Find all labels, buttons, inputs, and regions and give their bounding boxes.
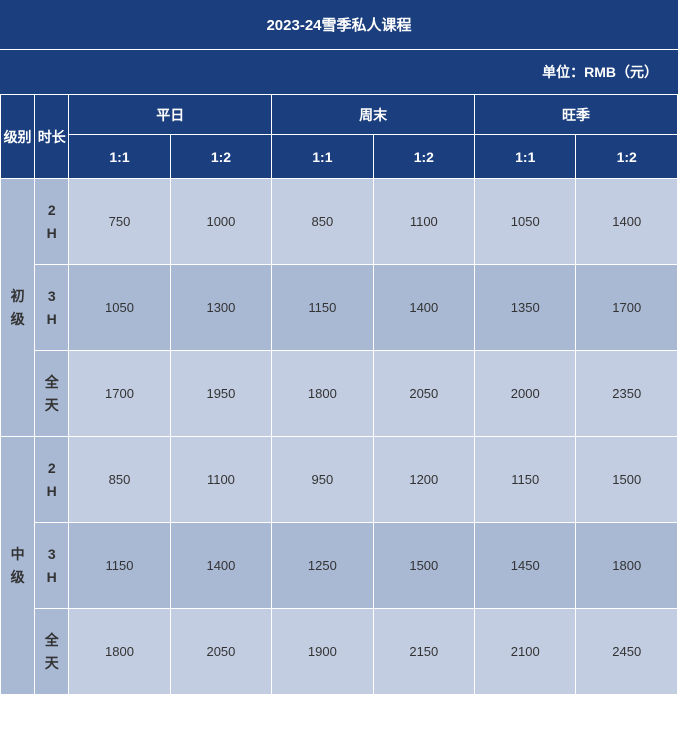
pricing-table: 级别 时长 平日 周末 旺季 1:1 1:2 1:1 1:2 1:1 1:2 初… xyxy=(0,94,678,695)
header-level: 级别 xyxy=(1,95,35,179)
price-cell: 1400 xyxy=(576,179,678,265)
table-row: 全 天180020501900215021002450 xyxy=(1,609,678,695)
level-label: 中 级 xyxy=(1,437,35,695)
price-cell: 1700 xyxy=(576,265,678,351)
pricing-table-container: 2023-24雪季私人课程 单位：RMB（元） 级别 时长 平日 周末 旺季 1… xyxy=(0,0,678,695)
table-body: 初 级2 H75010008501100105014003 H105013001… xyxy=(1,179,678,695)
header-ratio: 1:1 xyxy=(475,135,576,179)
price-cell: 1050 xyxy=(69,265,170,351)
header-period-peak: 旺季 xyxy=(475,95,678,135)
price-cell: 2350 xyxy=(576,351,678,437)
price-cell: 1400 xyxy=(373,265,474,351)
price-cell: 1700 xyxy=(69,351,170,437)
price-cell: 1150 xyxy=(475,437,576,523)
table-row: 3 H105013001150140013501700 xyxy=(1,265,678,351)
header-ratio: 1:2 xyxy=(373,135,474,179)
price-cell: 1450 xyxy=(475,523,576,609)
price-cell: 1250 xyxy=(272,523,373,609)
price-cell: 2450 xyxy=(576,609,678,695)
header-duration: 时长 xyxy=(35,95,69,179)
price-cell: 1050 xyxy=(475,179,576,265)
price-cell: 1150 xyxy=(69,523,170,609)
price-cell: 1950 xyxy=(170,351,271,437)
duration-label: 全 天 xyxy=(35,351,69,437)
duration-label: 全 天 xyxy=(35,609,69,695)
price-cell: 1500 xyxy=(576,437,678,523)
price-cell: 1400 xyxy=(170,523,271,609)
price-cell: 2050 xyxy=(170,609,271,695)
table-row: 3 H115014001250150014501800 xyxy=(1,523,678,609)
price-cell: 950 xyxy=(272,437,373,523)
price-cell: 1800 xyxy=(69,609,170,695)
price-cell: 2100 xyxy=(475,609,576,695)
price-cell: 850 xyxy=(272,179,373,265)
header-period-weekend: 周末 xyxy=(272,95,475,135)
header-ratio: 1:1 xyxy=(69,135,170,179)
price-cell: 750 xyxy=(69,179,170,265)
duration-label: 2 H xyxy=(35,437,69,523)
table-row: 全 天170019501800205020002350 xyxy=(1,351,678,437)
header-ratio: 1:2 xyxy=(576,135,678,179)
unit-label: 单位：RMB（元） xyxy=(0,50,678,94)
price-cell: 1350 xyxy=(475,265,576,351)
price-cell: 2000 xyxy=(475,351,576,437)
level-label: 初 级 xyxy=(1,179,35,437)
table-row: 初 级2 H7501000850110010501400 xyxy=(1,179,678,265)
price-cell: 1200 xyxy=(373,437,474,523)
price-cell: 1000 xyxy=(170,179,271,265)
price-cell: 1500 xyxy=(373,523,474,609)
price-cell: 1300 xyxy=(170,265,271,351)
price-cell: 850 xyxy=(69,437,170,523)
price-cell: 1100 xyxy=(170,437,271,523)
table-row: 中 级2 H8501100950120011501500 xyxy=(1,437,678,523)
price-cell: 1150 xyxy=(272,265,373,351)
price-cell: 2050 xyxy=(373,351,474,437)
price-cell: 1800 xyxy=(576,523,678,609)
duration-label: 3 H xyxy=(35,523,69,609)
price-cell: 2150 xyxy=(373,609,474,695)
duration-label: 3 H xyxy=(35,265,69,351)
duration-label: 2 H xyxy=(35,179,69,265)
price-cell: 1900 xyxy=(272,609,373,695)
header-ratio: 1:1 xyxy=(272,135,373,179)
price-cell: 1800 xyxy=(272,351,373,437)
header-period-weekday: 平日 xyxy=(69,95,272,135)
table-title: 2023-24雪季私人课程 xyxy=(0,0,678,50)
price-cell: 1100 xyxy=(373,179,474,265)
header-ratio: 1:2 xyxy=(170,135,271,179)
